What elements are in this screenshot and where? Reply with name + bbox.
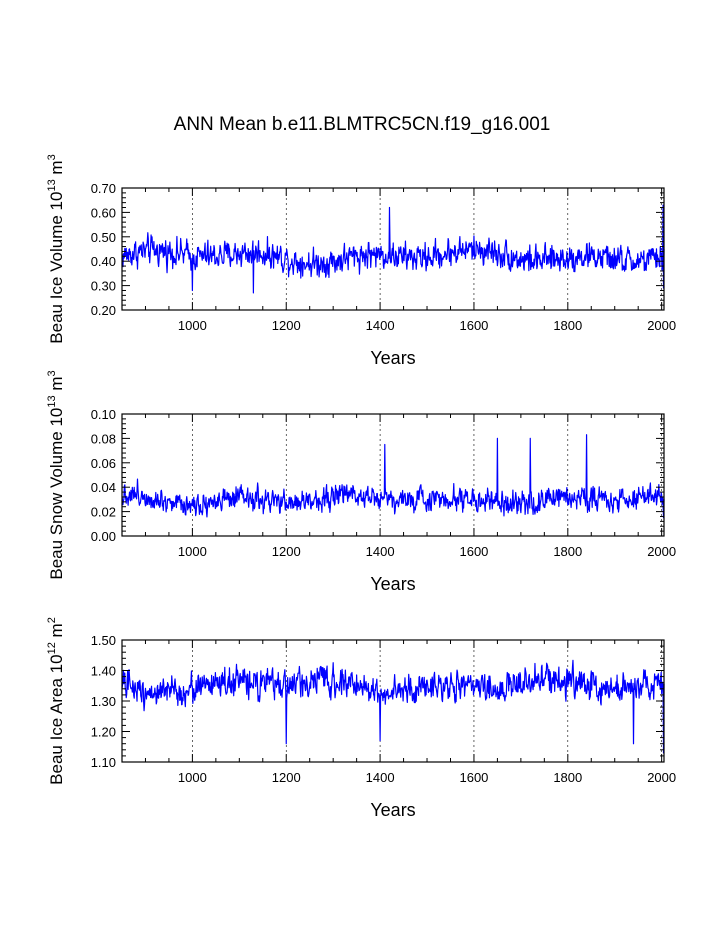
x-tick-label: 2000	[647, 318, 676, 333]
x-tick-label: 1600	[459, 318, 488, 333]
y-tick-label: 0.60	[91, 205, 116, 220]
y-tick-label: 0.00	[91, 529, 116, 544]
x-axis-label: Years	[370, 800, 415, 820]
y-tick-label: 0.50	[91, 230, 116, 245]
plot-frame	[121, 187, 665, 311]
x-tick-label: 1000	[178, 544, 207, 559]
y-axis-label: Beau Ice Area 1012 m2	[46, 617, 66, 785]
x-tick-label: 1400	[366, 318, 395, 333]
figure-title: ANN Mean b.e11.BLMTRC5CN.f19_g16.001	[174, 114, 551, 135]
x-tick-label: 1000	[178, 770, 207, 785]
y-tick-label: 1.50	[91, 633, 116, 648]
y-tick-label: 0.10	[91, 407, 116, 422]
x-tick-label: 2000	[647, 770, 676, 785]
x-tick-label: 1200	[272, 770, 301, 785]
chart-panel-snow-volume: 1000 1200 1400 1600 1800 2000 0.00 0.02 0.04 0.06…	[46, 370, 676, 594]
y-tick-label: 0.06	[91, 456, 116, 471]
y-tick-label: 1.10	[91, 755, 116, 770]
x-axis-label: Years	[370, 574, 415, 594]
x-tick-label: 1200	[272, 318, 301, 333]
y-tick-label: 0.30	[91, 279, 116, 294]
x-tick-label: 1400	[366, 544, 395, 559]
series-line-ice-volume	[121, 204, 665, 294]
chart-panel-ice-volume: 1000 1200 1400 1600 1800 2000 0.20 0.30 0.40 0.50…	[46, 154, 676, 368]
x-tick-label: 2000	[647, 544, 676, 559]
x-tick-label: 1600	[459, 544, 488, 559]
plot-frame	[121, 413, 665, 537]
y-tick-label: 0.04	[91, 480, 116, 495]
x-axis-label: Years	[370, 348, 415, 368]
y-tick-label: 1.30	[91, 694, 116, 709]
y-tick-label: 0.02	[91, 505, 116, 520]
x-tick-label: 1000	[178, 318, 207, 333]
y-tick-label: 0.20	[91, 303, 116, 318]
x-tick-label: 1800	[553, 770, 582, 785]
y-tick-label: 0.08	[91, 431, 116, 446]
y-tick-label: 1.20	[91, 725, 116, 740]
plot-frame	[121, 639, 665, 763]
chart-panel-ice-area: 1000 1200 1400 1600 1800 2000 1.10 1.20 1.30 1.40…	[46, 617, 676, 820]
series-line-snow-volume	[121, 434, 665, 519]
y-tick-label: 0.70	[91, 181, 116, 196]
y-axis-label: Beau Ice Volume 1013 m3	[46, 154, 66, 343]
x-tick-label: 1800	[553, 544, 582, 559]
y-axis-label: Beau Snow Volume 1013 m3	[46, 370, 66, 579]
x-tick-label: 1600	[459, 770, 488, 785]
y-tick-label: 1.40	[91, 664, 116, 679]
x-tick-label: 1200	[272, 544, 301, 559]
y-tick-label: 0.40	[91, 254, 116, 269]
series-line-ice-area	[121, 659, 665, 754]
x-tick-label: 1800	[553, 318, 582, 333]
x-tick-label: 1400	[366, 770, 395, 785]
